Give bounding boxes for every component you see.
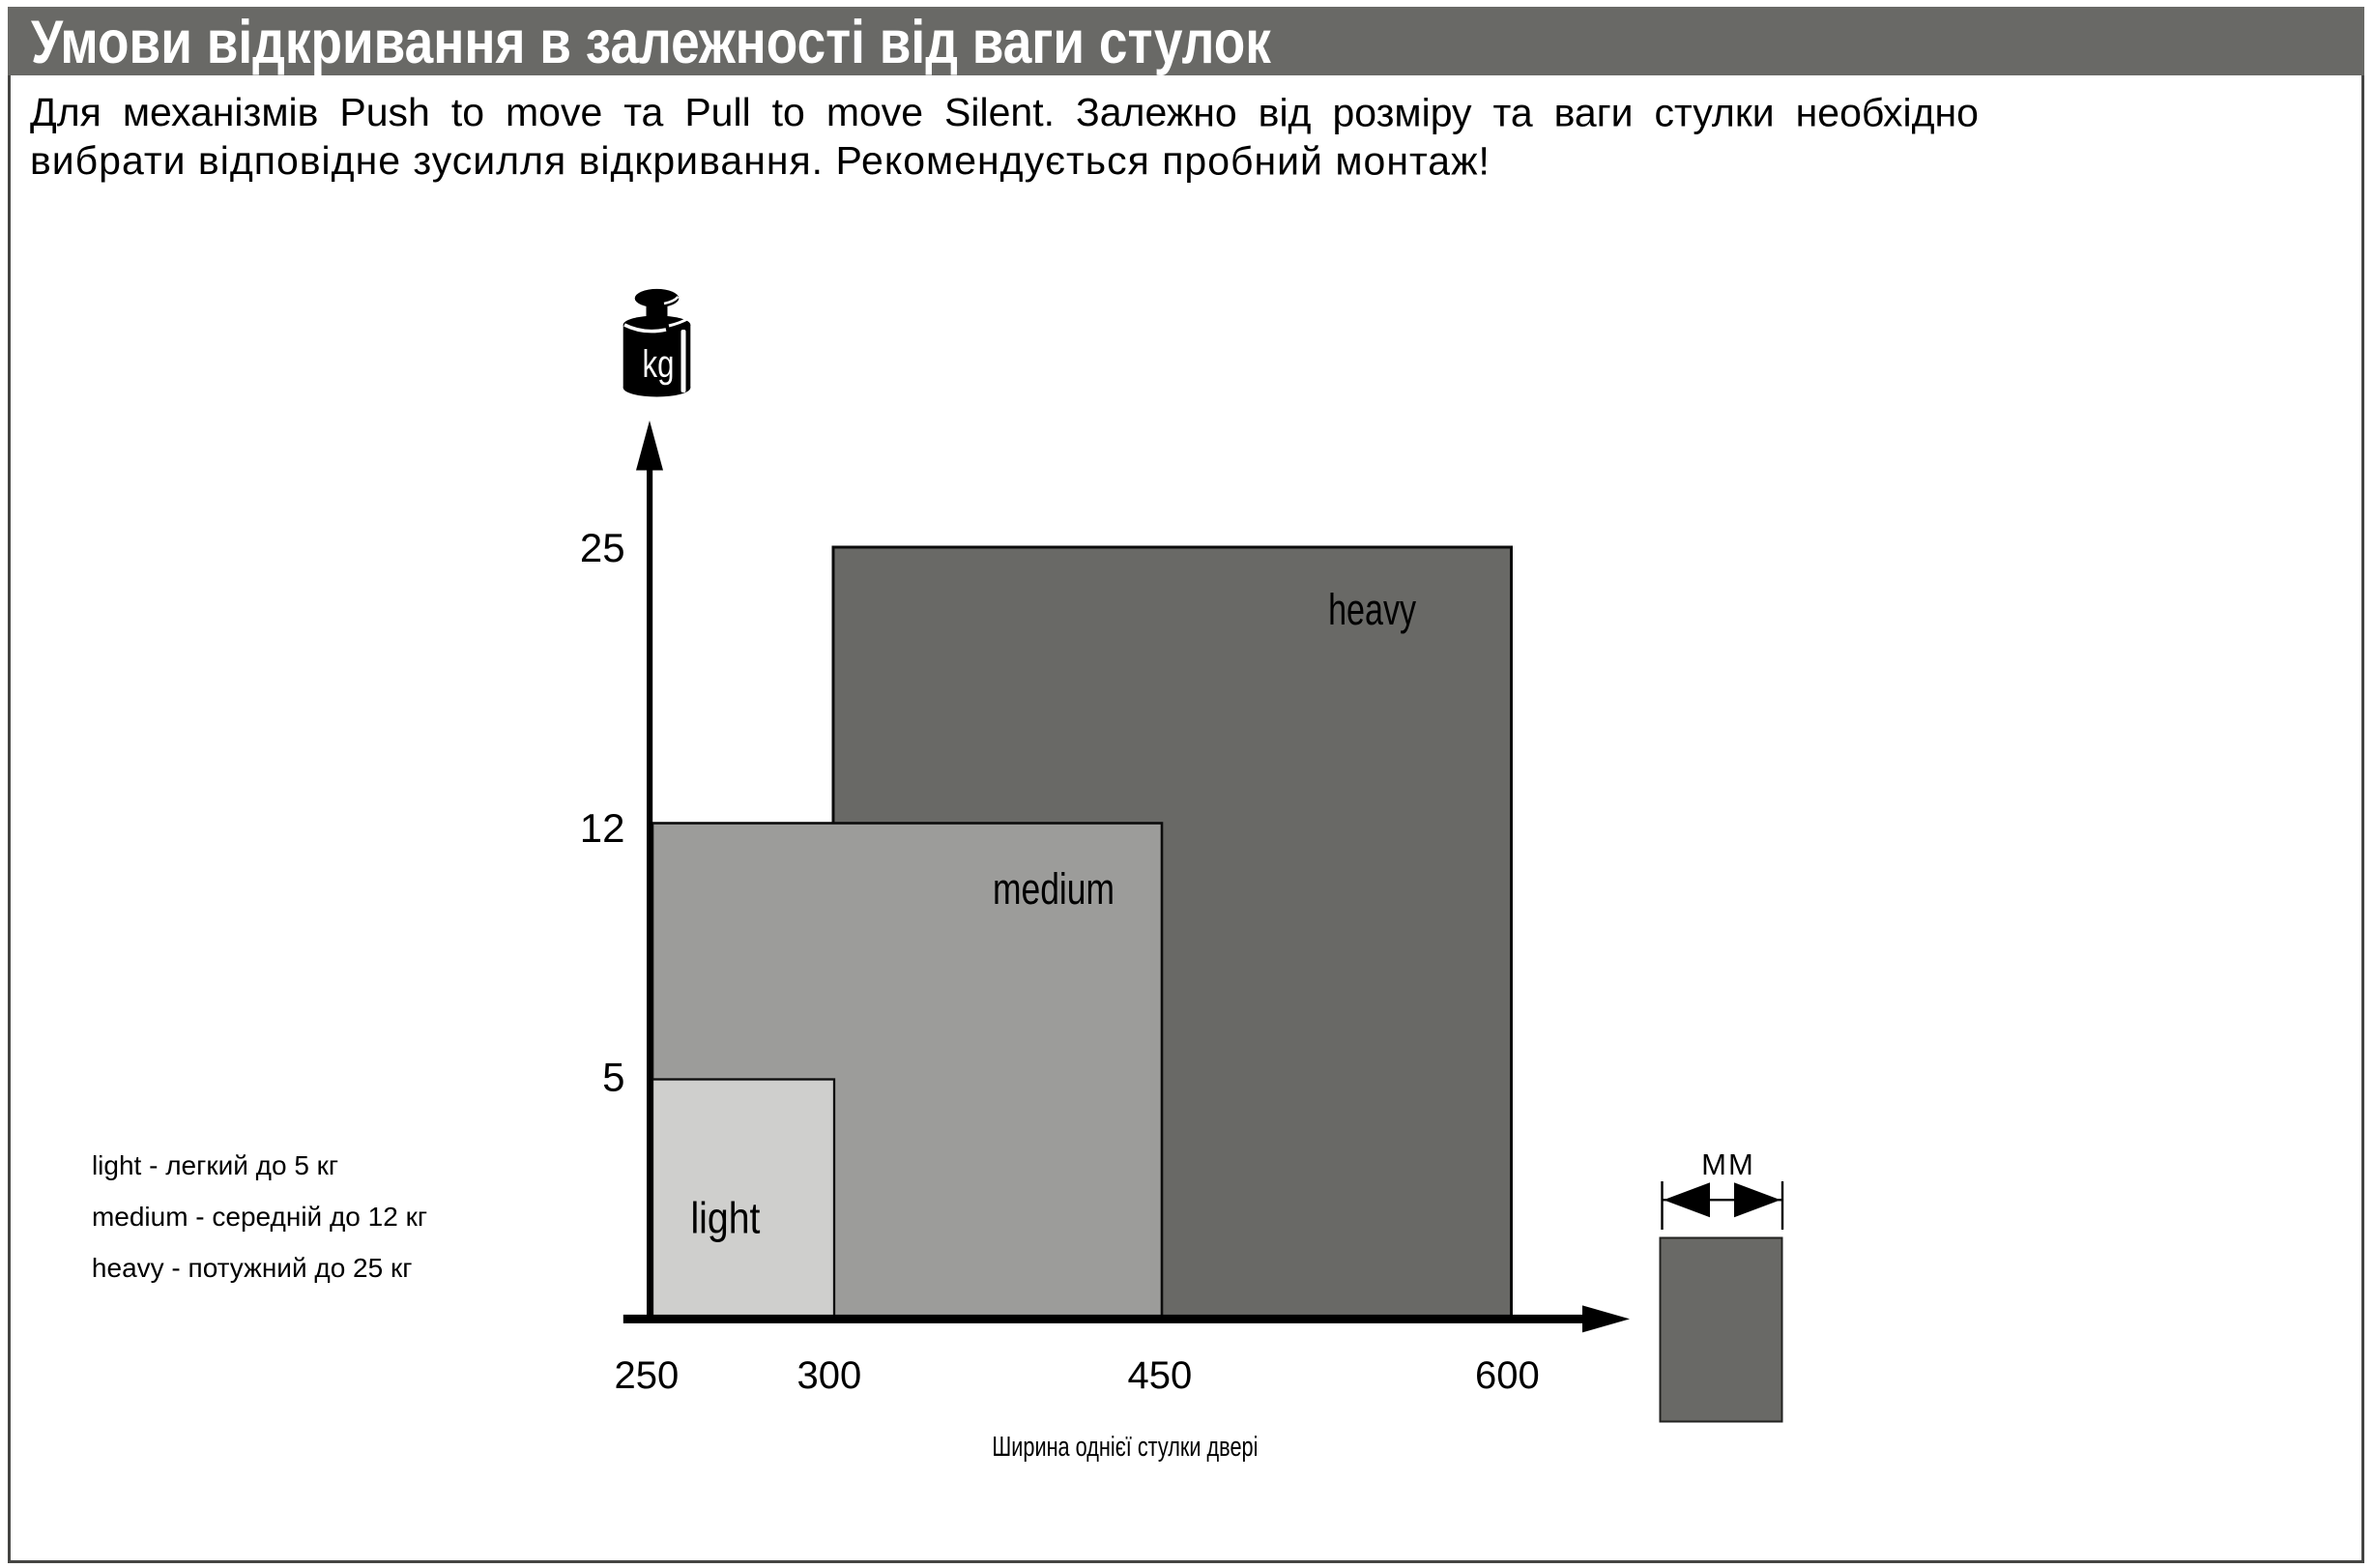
svg-text:Ширина однієї стулки двері: Ширина однієї стулки двері xyxy=(992,1432,1258,1463)
svg-text:light - легкий до 5 кг: light - легкий до 5 кг xyxy=(92,1150,338,1180)
svg-text:5: 5 xyxy=(602,1054,624,1099)
svg-text:12: 12 xyxy=(580,805,625,851)
svg-text:heavy: heavy xyxy=(1328,585,1416,634)
svg-text:medium: medium xyxy=(993,864,1115,914)
svg-text:250: 250 xyxy=(615,1354,680,1397)
svg-text:ММ: ММ xyxy=(1701,1147,1755,1181)
svg-text:300: 300 xyxy=(797,1354,862,1397)
svg-text:heavy - потужний до 25 кг: heavy - потужний до 25 кг xyxy=(92,1253,413,1283)
svg-text:600: 600 xyxy=(1475,1354,1540,1397)
svg-text:light: light xyxy=(690,1193,760,1242)
svg-text:450: 450 xyxy=(1128,1354,1193,1397)
svg-text:25: 25 xyxy=(580,525,625,570)
svg-text:medium - середній до 12 кг: medium - середній до 12 кг xyxy=(92,1202,427,1232)
